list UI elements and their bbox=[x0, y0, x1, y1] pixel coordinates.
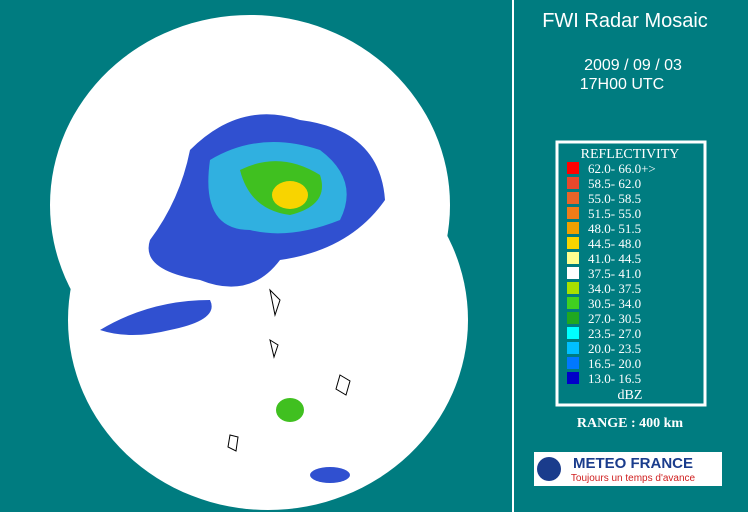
legend-swatch bbox=[567, 282, 579, 294]
legend-label: 37.5- 41.0 bbox=[588, 266, 641, 281]
island-outline bbox=[227, 288, 351, 452]
legend-swatch bbox=[567, 372, 579, 384]
legend-label: 51.5- 55.0 bbox=[588, 206, 641, 221]
legend-swatch bbox=[567, 297, 579, 309]
legend-label: 13.0- 16.5 bbox=[588, 371, 641, 386]
logo-icon bbox=[537, 457, 561, 481]
echo-core bbox=[272, 181, 308, 209]
echo-area bbox=[310, 467, 350, 483]
legend-swatch bbox=[567, 207, 579, 219]
legend-swatch bbox=[567, 222, 579, 234]
legend-label: 20.0- 23.5 bbox=[588, 341, 641, 356]
radar-map bbox=[50, 15, 468, 510]
legend-label: 34.0- 37.5 bbox=[588, 281, 641, 296]
legend-label: 62.0- 66.0+> bbox=[588, 161, 656, 176]
legend-swatch bbox=[567, 357, 579, 369]
legend-label: 16.5- 20.0 bbox=[588, 356, 641, 371]
legend-label: 44.5- 48.0 bbox=[588, 236, 641, 251]
legend-unit: dBZ bbox=[618, 388, 643, 403]
legend-swatch bbox=[567, 162, 579, 174]
legend-swatch bbox=[567, 267, 579, 279]
legend-label: 27.0- 30.5 bbox=[588, 311, 641, 326]
legend-swatch bbox=[567, 312, 579, 324]
legend-swatch bbox=[567, 252, 579, 264]
echo-area bbox=[276, 398, 304, 422]
legend: 62.0- 66.0+>58.5- 62.055.0- 58.551.5- 55… bbox=[567, 161, 656, 386]
range: RANGE : 400 km bbox=[577, 416, 684, 431]
time: 17H00 UTC bbox=[580, 76, 664, 93]
legend-swatch bbox=[567, 177, 579, 189]
legend-label: 58.5- 62.0 bbox=[588, 176, 641, 191]
legend-label: 23.5- 27.0 bbox=[588, 326, 641, 341]
echo-area bbox=[100, 300, 212, 335]
legend-label: 48.0- 51.5 bbox=[588, 221, 641, 236]
legend-label: 30.5- 34.0 bbox=[588, 296, 641, 311]
logo-box bbox=[534, 452, 722, 486]
logo-slogan: Toujours un temps d'avance bbox=[571, 473, 696, 484]
legend-swatch bbox=[567, 237, 579, 249]
legend-swatch bbox=[567, 342, 579, 354]
logo-name: METEO FRANCE bbox=[573, 455, 693, 472]
date: 2009 / 09 / 03 bbox=[584, 57, 682, 74]
legend-label: 55.0- 58.5 bbox=[588, 191, 641, 206]
legend-swatch bbox=[567, 192, 579, 204]
legend-title: REFLECTIVITY bbox=[581, 147, 680, 162]
legend-box bbox=[555, 140, 707, 407]
legend-label: 41.0- 44.5 bbox=[588, 251, 641, 266]
title: FWI Radar Mosaic bbox=[542, 10, 708, 32]
legend-swatch bbox=[567, 327, 579, 339]
